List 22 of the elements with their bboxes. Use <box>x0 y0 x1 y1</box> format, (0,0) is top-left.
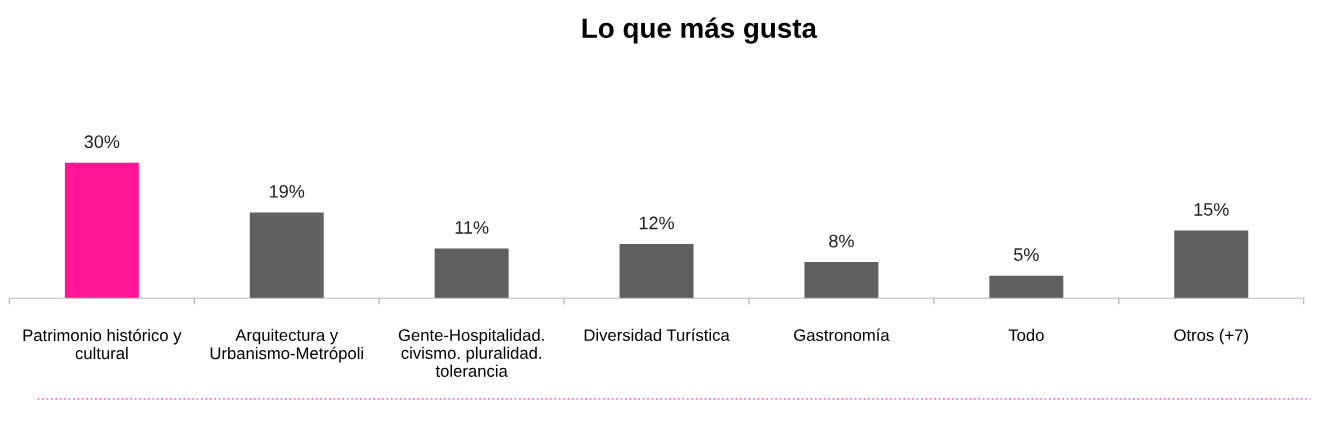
bar <box>804 262 879 299</box>
x-tick-label: Todo <box>1008 328 1044 342</box>
x-tick-label: Diversidad Turística <box>584 328 730 342</box>
data-label: 19% <box>270 184 305 198</box>
bar <box>434 248 509 299</box>
x-tick-label: Arquitectura y Urbanismo-Metrópoli <box>210 328 363 363</box>
bar <box>249 212 324 299</box>
data-label: 12% <box>639 216 674 230</box>
x-tick-label: Patrimonio histórico y cultural <box>23 328 182 360</box>
bar <box>619 244 694 299</box>
bar <box>1174 230 1249 299</box>
bar <box>989 275 1064 299</box>
bar <box>64 162 139 299</box>
chart-title: Lo que más gusta <box>582 17 818 44</box>
x-tick-label: Gastronomía <box>794 328 890 342</box>
data-label: 5% <box>1014 248 1039 261</box>
data-label: 30% <box>84 135 120 149</box>
data-label: 15% <box>1194 203 1229 216</box>
data-label: 11% <box>455 221 489 234</box>
x-tick-label: Otros (+7) <box>1174 328 1248 345</box>
data-label: 8% <box>829 234 854 248</box>
x-tick-label: Gente-Hospitalidad. civismo. pluralidad. tolerancia <box>398 328 544 377</box>
